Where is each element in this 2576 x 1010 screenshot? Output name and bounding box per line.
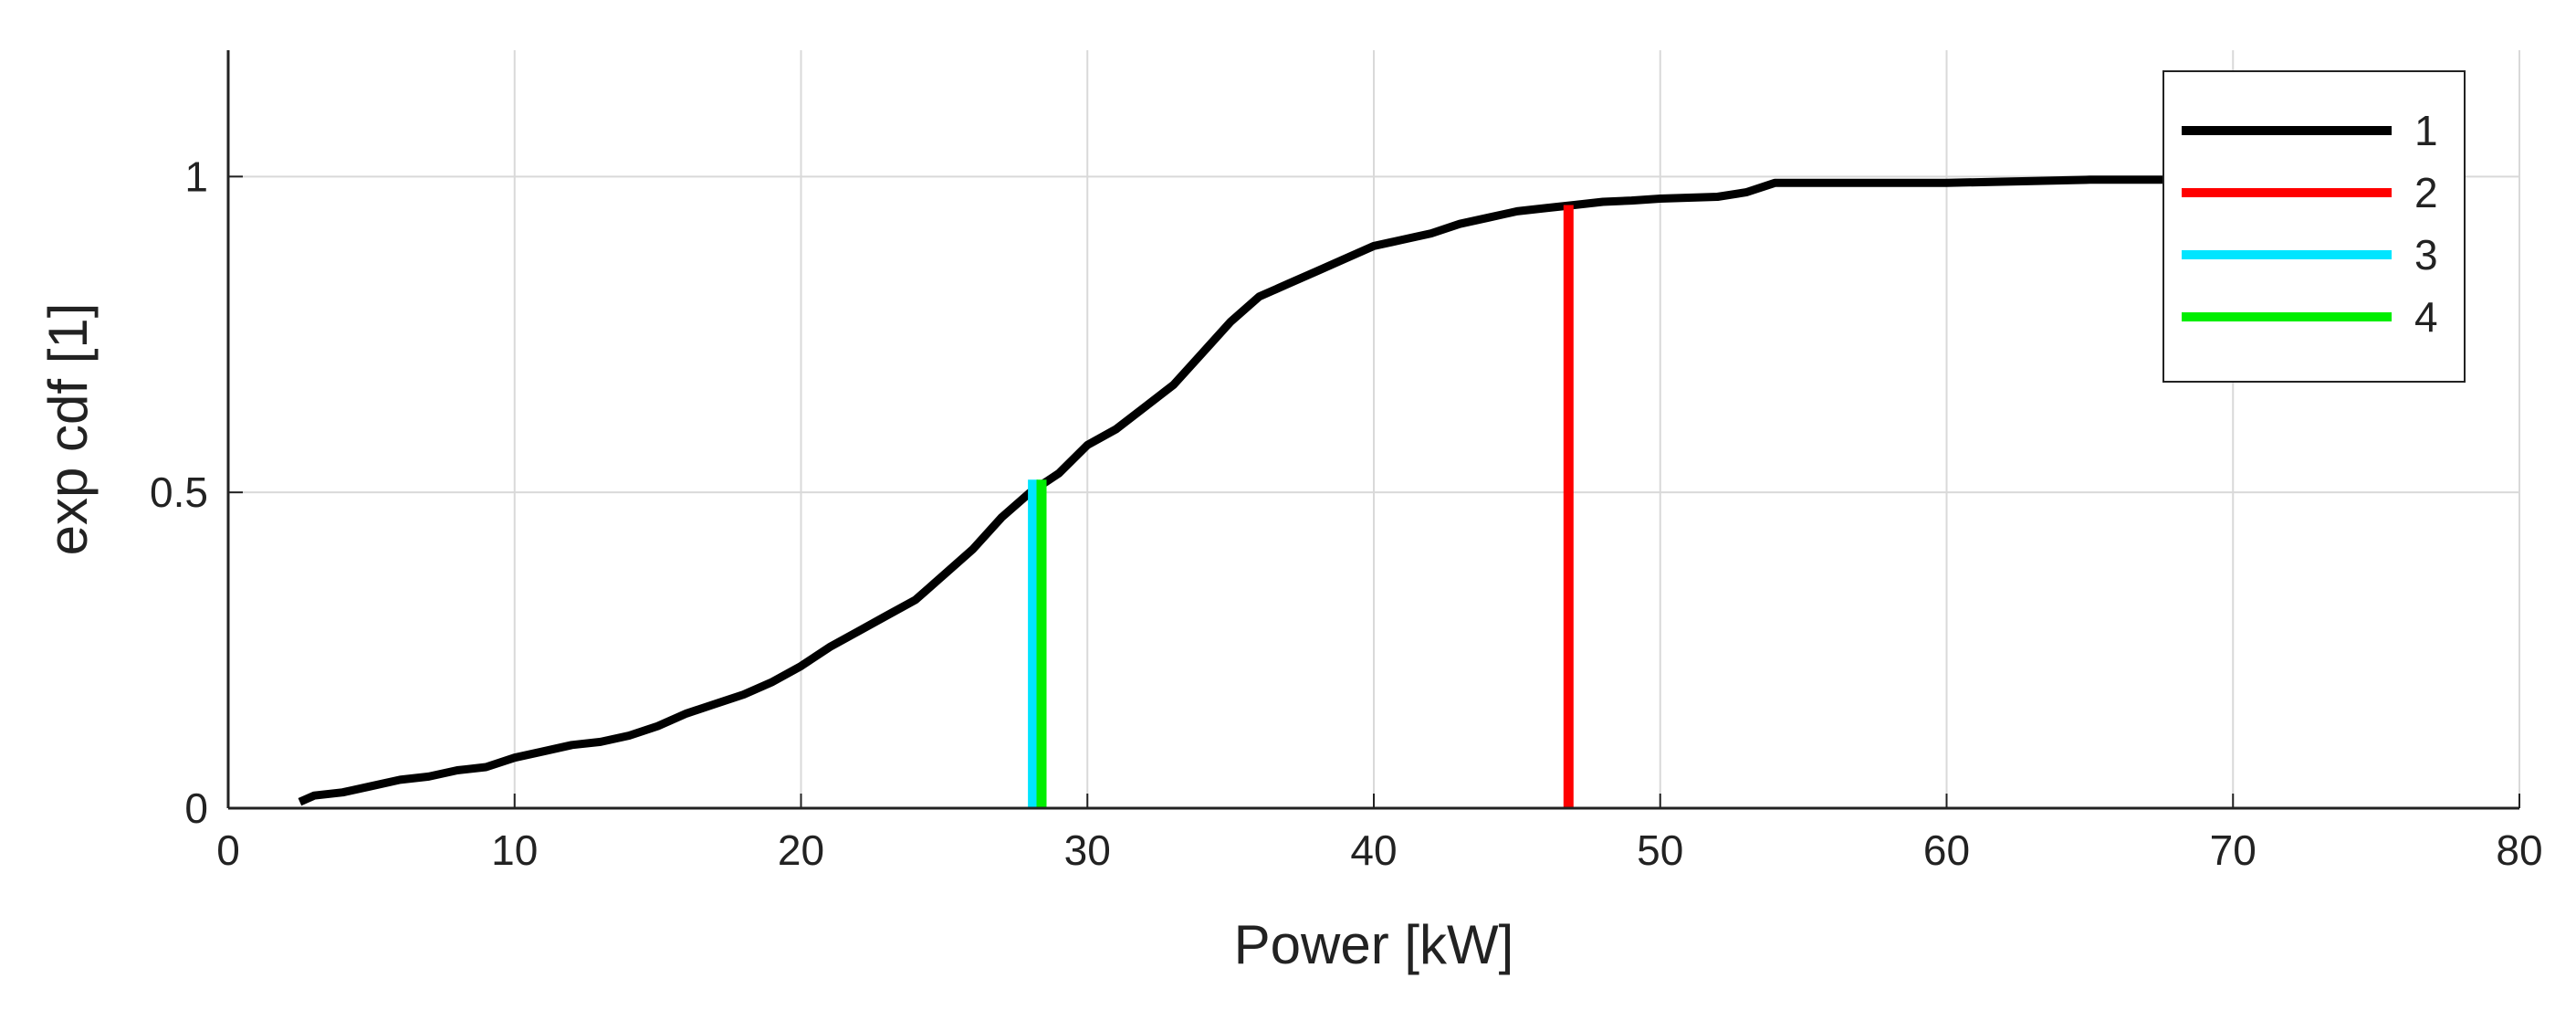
y-ticks: 00.51: [150, 153, 243, 832]
y-tick-label: 0: [184, 784, 208, 832]
x-tick-label: 20: [778, 826, 824, 874]
legend-box: [2162, 70, 2466, 383]
x-tick-label: 70: [2210, 826, 2257, 874]
legend-label-4: 4: [2414, 293, 2438, 341]
x-ticks: 0 10 20 30 40 50 60 70 80: [216, 794, 2543, 874]
x-axis-label: Power [kW]: [1234, 914, 1514, 975]
plot-series: [298, 175, 2377, 808]
legend-label-3: 3: [2414, 231, 2438, 279]
y-tick-label: 0.5: [150, 468, 208, 516]
x-tick-label: 40: [1350, 826, 1397, 874]
y-tick-label: 1: [184, 153, 208, 200]
legend: 1 2 3 4: [2162, 70, 2466, 383]
x-tick-label: 0: [216, 826, 240, 874]
x-tick-label: 10: [491, 826, 538, 874]
x-tick-label: 30: [1064, 826, 1111, 874]
x-tick-label: 80: [2496, 826, 2542, 874]
x-tick-label: 50: [1637, 826, 1683, 874]
y-axis-label: exp cdf [1]: [37, 303, 99, 556]
legend-label-2: 2: [2414, 169, 2438, 216]
legend-label-1: 1: [2414, 107, 2438, 154]
series-line-1: [298, 175, 2377, 806]
x-tick-label: 60: [1923, 826, 1970, 874]
